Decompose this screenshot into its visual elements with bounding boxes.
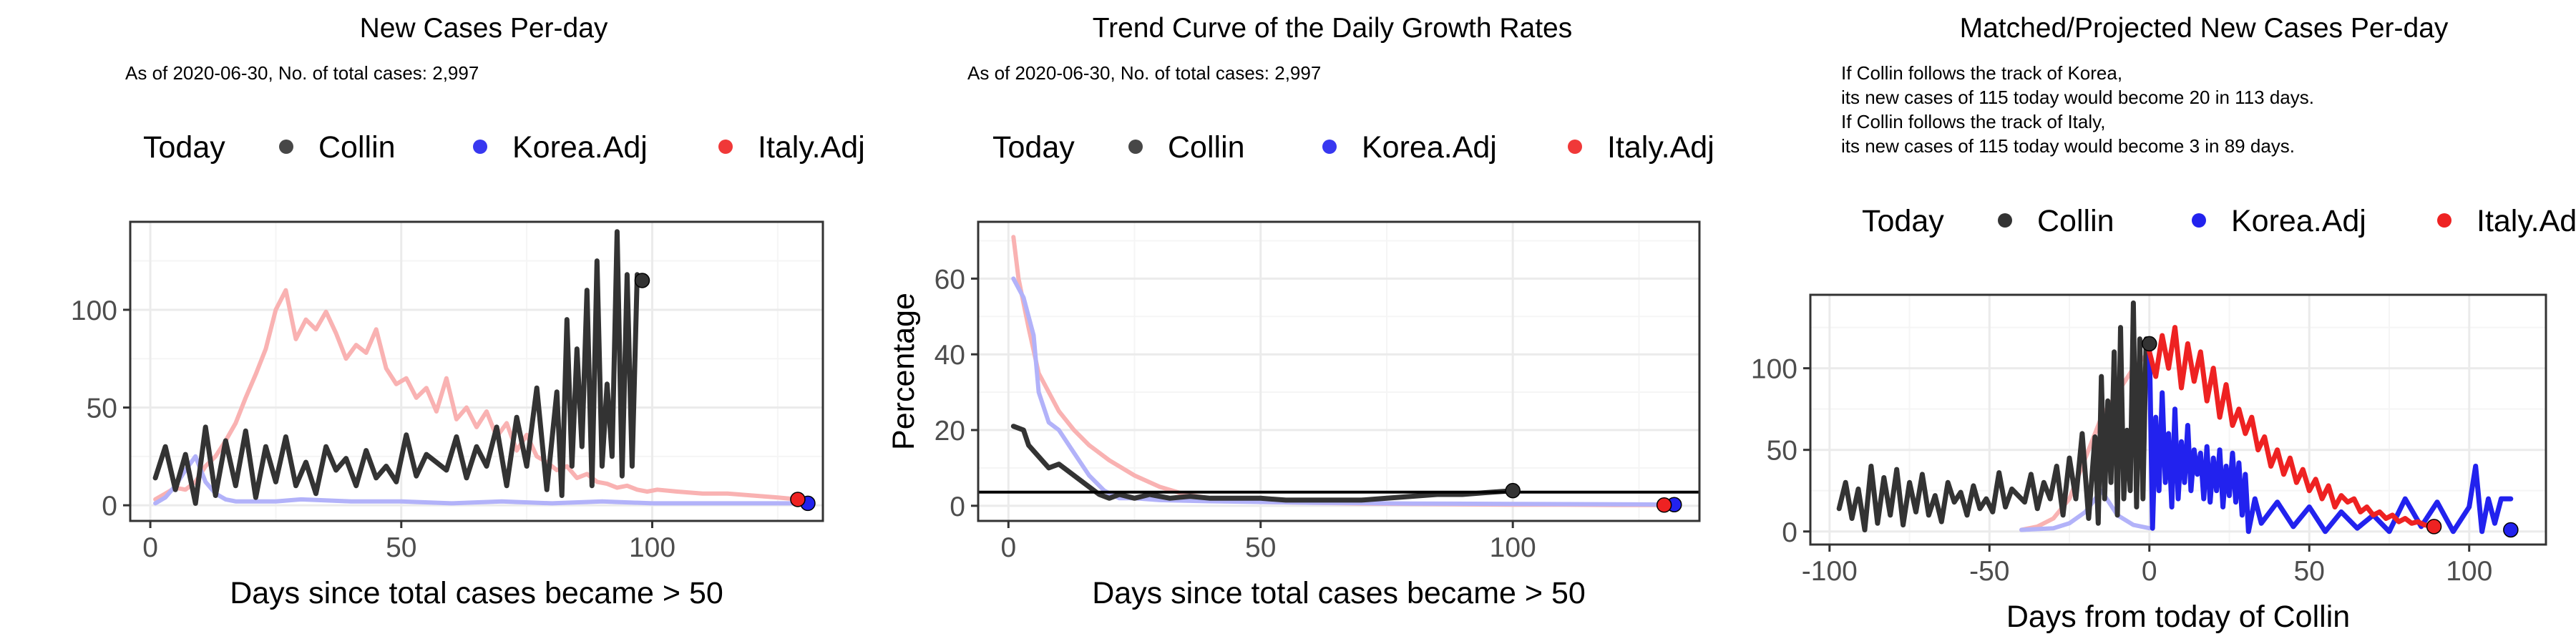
legend-key-collin xyxy=(1128,140,1143,154)
legend-label-korea-adj: Korea.Adj xyxy=(2231,204,2366,238)
data-layer xyxy=(1836,300,2519,538)
legend-label-collin: Collin xyxy=(2037,204,2114,238)
series-line-korea-adj-faded xyxy=(153,454,810,506)
y-tick-label: 50 xyxy=(1767,436,1797,467)
plot-area xyxy=(978,222,1699,521)
gridlines xyxy=(978,222,1699,521)
panel-border xyxy=(129,220,824,522)
legend-key-korea-adj xyxy=(2192,213,2206,228)
legend-key-korea-adj xyxy=(1322,140,1337,154)
data-layer xyxy=(152,229,816,512)
axes: 0 50 100 0 20 40 60 Days since total cases beca… xyxy=(887,264,1586,610)
legend-title: Today xyxy=(1862,204,1944,238)
chart-legend: Today Collin Korea.Adj Italy.Adj xyxy=(992,130,1714,165)
legend-label-italy-adj: Italy.Adj xyxy=(1607,130,1714,165)
legend-title: Today xyxy=(992,130,1075,165)
x-tick-label: 0 xyxy=(1000,532,1016,563)
chart-legend: Today Collin Korea.Adj Italy.Adj xyxy=(1862,204,2576,238)
data-layer xyxy=(978,235,1699,513)
today-point-collin xyxy=(634,273,650,288)
chart-subtitle: If Collin follows the track of Korea, xyxy=(1841,62,2122,84)
legend-label-collin: Collin xyxy=(1168,130,1245,165)
chart-title: Matched/Projected New Cases Per-day xyxy=(1960,13,2449,44)
x-tick-label: 0 xyxy=(2142,556,2157,587)
y-axis-label: Percentage xyxy=(887,293,921,450)
plot-area xyxy=(130,222,823,521)
legend-key-italy-adj xyxy=(1568,140,1582,154)
panel-border xyxy=(977,220,1701,522)
legend-key-collin xyxy=(1998,213,2012,228)
legend-label-collin: Collin xyxy=(318,130,396,165)
series-line-collin xyxy=(1836,300,2152,532)
y-tick-label: 0 xyxy=(102,491,117,522)
legend-key-korea-adj xyxy=(473,140,487,154)
chart-subtitle: If Collin follows the track of Italy, xyxy=(1841,111,2105,132)
y-tick-label: 20 xyxy=(935,416,965,447)
y-tick-label: 0 xyxy=(1782,517,1797,548)
x-axis-label: Days from today of Collin xyxy=(2006,600,2350,634)
x-tick-label: 50 xyxy=(386,532,416,563)
x-tick-label: 0 xyxy=(142,532,158,563)
x-tick-label: 100 xyxy=(629,532,675,563)
y-tick-label: 100 xyxy=(1751,354,1797,385)
chart-panel-2: Trend Curve of the Daily Growth Rates As … xyxy=(887,13,1714,610)
legend-key-italy-adj xyxy=(2437,213,2451,228)
axes: -100 -50 0 50 100 0 50 100 Days from today of Co… xyxy=(1751,354,2492,634)
legend-key-collin xyxy=(279,140,293,154)
today-point-collin xyxy=(1505,482,1521,499)
y-tick-label: 100 xyxy=(71,296,117,326)
y-tick-label: 40 xyxy=(935,340,965,371)
x-axis-label: Days since total cases became > 50 xyxy=(1092,576,1586,610)
panel-border xyxy=(1809,293,2547,546)
y-tick-label: 50 xyxy=(87,394,117,424)
legend-label-italy-adj: Italy.Adj xyxy=(758,130,865,165)
series-line-collin xyxy=(1010,424,1516,503)
today-point-collin xyxy=(2142,336,2157,352)
series-line-italy-adj-faded xyxy=(153,288,800,502)
series-line-korea-adj-faded xyxy=(2019,488,2152,532)
axes: 0 50 100 0 50 100 Days since total cases becam… xyxy=(71,296,723,610)
y-tick-label: 60 xyxy=(935,264,965,295)
series-line-korea-adj-faded xyxy=(1011,276,1677,507)
x-tick-label: -50 xyxy=(1969,556,2009,587)
chart-legend: Today Collin Korea.Adj Italy.Adj xyxy=(143,130,865,165)
today-point-italy-adj xyxy=(790,492,806,507)
x-axis-label: Days since total cases became > 50 xyxy=(230,576,723,610)
chart-subtitle: its new cases of 115 today would become … xyxy=(1841,135,2295,157)
legend-label-italy-adj: Italy.Adj xyxy=(2477,204,2576,238)
today-point-italy-adj xyxy=(1656,497,1672,513)
today-point-korea-adj xyxy=(2503,522,2519,538)
x-tick-label: 50 xyxy=(2294,556,2325,587)
x-tick-label: 50 xyxy=(1245,532,1276,563)
chart-subtitle: As of 2020-06-30, No. of total cases: 2,… xyxy=(967,62,1321,84)
series-line-korea-adj xyxy=(2147,341,2514,535)
x-tick-label: 100 xyxy=(2446,556,2492,587)
legend-label-korea-adj: Korea.Adj xyxy=(1362,130,1497,165)
legend-title: Today xyxy=(143,130,225,165)
chart-title: Trend Curve of the Daily Growth Rates xyxy=(1093,13,1572,44)
legend-label-korea-adj: Korea.Adj xyxy=(512,130,648,165)
chart-panel-1: New Cases Per-day As of 2020-06-30, No. o… xyxy=(71,13,865,610)
x-tick-label: 100 xyxy=(1490,532,1536,563)
series-line-collin xyxy=(152,229,645,506)
chart-subtitle: its new cases of 115 today would become … xyxy=(1841,87,2314,108)
chart-title: New Cases Per-day xyxy=(360,13,608,44)
legend-key-italy-adj xyxy=(718,140,733,154)
y-tick-label: 0 xyxy=(950,492,965,522)
today-point-italy-adj xyxy=(2426,519,2442,535)
chart-panel-3: Matched/Projected New Cases Per-day If Co… xyxy=(1751,13,2576,634)
chart-subtitle: As of 2020-06-30, No. of total cases: 2,… xyxy=(125,62,479,84)
x-tick-label: -100 xyxy=(1802,556,1858,587)
series-line-italy-adj xyxy=(2147,325,2437,530)
